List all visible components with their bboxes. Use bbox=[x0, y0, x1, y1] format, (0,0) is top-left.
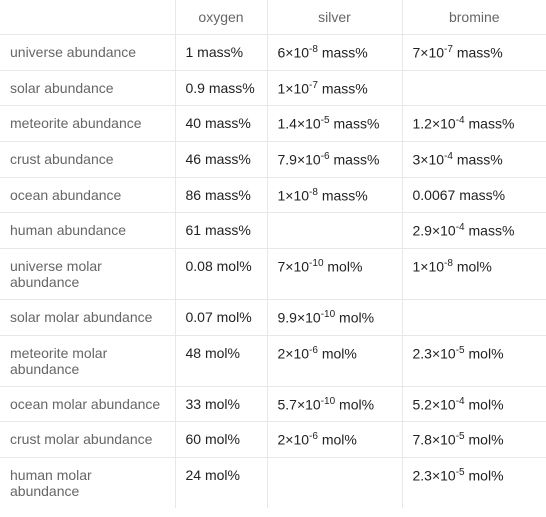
cell-silver: 1.4×10-5 mass% bbox=[267, 106, 402, 142]
cell-oxygen: 24 mol% bbox=[175, 457, 267, 508]
table-row: crust molar abundance60 mol%2×10-6 mol%7… bbox=[0, 422, 546, 458]
header-empty bbox=[0, 0, 175, 35]
cell-bromine: 1×10-8 mol% bbox=[402, 248, 546, 299]
table-body: universe abundance1 mass%6×10-8 mass%7×1… bbox=[0, 35, 546, 508]
cell-oxygen: 33 mol% bbox=[175, 386, 267, 422]
table-row: solar molar abundance0.07 mol%9.9×10-10 … bbox=[0, 299, 546, 335]
cell-silver: 6×10-8 mass% bbox=[267, 35, 402, 71]
cell-bromine: 7×10-7 mass% bbox=[402, 35, 546, 71]
row-label: universe abundance bbox=[0, 35, 175, 71]
cell-silver: 2×10-6 mol% bbox=[267, 335, 402, 386]
table-row: meteorite abundance40 mass%1.4×10-5 mass… bbox=[0, 106, 546, 142]
cell-bromine: 2.3×10-5 mol% bbox=[402, 335, 546, 386]
cell-oxygen: 0.08 mol% bbox=[175, 248, 267, 299]
cell-silver: 1×10-7 mass% bbox=[267, 70, 402, 106]
cell-bromine: 3×10-4 mass% bbox=[402, 141, 546, 177]
table-row: ocean molar abundance33 mol%5.7×10-10 mo… bbox=[0, 386, 546, 422]
header-row: oxygen silver bromine bbox=[0, 0, 546, 35]
table-row: solar abundance0.9 mass%1×10-7 mass% bbox=[0, 70, 546, 106]
cell-silver: 9.9×10-10 mol% bbox=[267, 299, 402, 335]
row-label: crust abundance bbox=[0, 141, 175, 177]
cell-oxygen: 61 mass% bbox=[175, 213, 267, 249]
cell-bromine: 5.2×10-4 mol% bbox=[402, 386, 546, 422]
cell-silver: 7×10-10 mol% bbox=[267, 248, 402, 299]
table-row: universe abundance1 mass%6×10-8 mass%7×1… bbox=[0, 35, 546, 71]
cell-bromine: 1.2×10-4 mass% bbox=[402, 106, 546, 142]
cell-silver bbox=[267, 213, 402, 249]
row-label: solar molar abundance bbox=[0, 299, 175, 335]
row-label: human abundance bbox=[0, 213, 175, 249]
header-silver: silver bbox=[267, 0, 402, 35]
table-row: human molar abundance24 mol% 2.3×10-5 mol… bbox=[0, 457, 546, 508]
cell-bromine: 2.9×10-4 mass% bbox=[402, 213, 546, 249]
row-label: solar abundance bbox=[0, 70, 175, 106]
cell-bromine: 2.3×10-5 mol% bbox=[402, 457, 546, 508]
cell-bromine bbox=[402, 299, 546, 335]
cell-oxygen: 40 mass% bbox=[175, 106, 267, 142]
table-row: crust abundance46 mass%7.9×10-6 mass%3×1… bbox=[0, 141, 546, 177]
cell-oxygen: 48 mol% bbox=[175, 335, 267, 386]
cell-bromine: 0.0067 mass% bbox=[402, 177, 546, 213]
row-label: ocean abundance bbox=[0, 177, 175, 213]
row-label: human molar abundance bbox=[0, 457, 175, 508]
cell-oxygen: 0.9 mass% bbox=[175, 70, 267, 106]
cell-silver: 7.9×10-6 mass% bbox=[267, 141, 402, 177]
cell-silver: 5.7×10-10 mol% bbox=[267, 386, 402, 422]
cell-oxygen: 60 mol% bbox=[175, 422, 267, 458]
row-label: universe molar abundance bbox=[0, 248, 175, 299]
row-label: ocean molar abundance bbox=[0, 386, 175, 422]
row-label: crust molar abundance bbox=[0, 422, 175, 458]
table-row: ocean abundance86 mass%1×10-8 mass%0.006… bbox=[0, 177, 546, 213]
cell-oxygen: 46 mass% bbox=[175, 141, 267, 177]
header-oxygen: oxygen bbox=[175, 0, 267, 35]
row-label: meteorite abundance bbox=[0, 106, 175, 142]
cell-oxygen: 0.07 mol% bbox=[175, 299, 267, 335]
cell-oxygen: 86 mass% bbox=[175, 177, 267, 213]
cell-silver: 2×10-6 mol% bbox=[267, 422, 402, 458]
table-row: universe molar abundance0.08 mol%7×10-10… bbox=[0, 248, 546, 299]
cell-oxygen: 1 mass% bbox=[175, 35, 267, 71]
cell-silver: 1×10-8 mass% bbox=[267, 177, 402, 213]
table-row: human abundance61 mass% 2.9×10-4 mass% bbox=[0, 213, 546, 249]
table-row: meteorite molar abundance48 mol%2×10-6 m… bbox=[0, 335, 546, 386]
row-label: meteorite molar abundance bbox=[0, 335, 175, 386]
abundance-table: oxygen silver bromine universe abundance… bbox=[0, 0, 546, 508]
cell-bromine bbox=[402, 70, 546, 106]
cell-bromine: 7.8×10-5 mol% bbox=[402, 422, 546, 458]
cell-silver bbox=[267, 457, 402, 508]
header-bromine: bromine bbox=[402, 0, 546, 35]
